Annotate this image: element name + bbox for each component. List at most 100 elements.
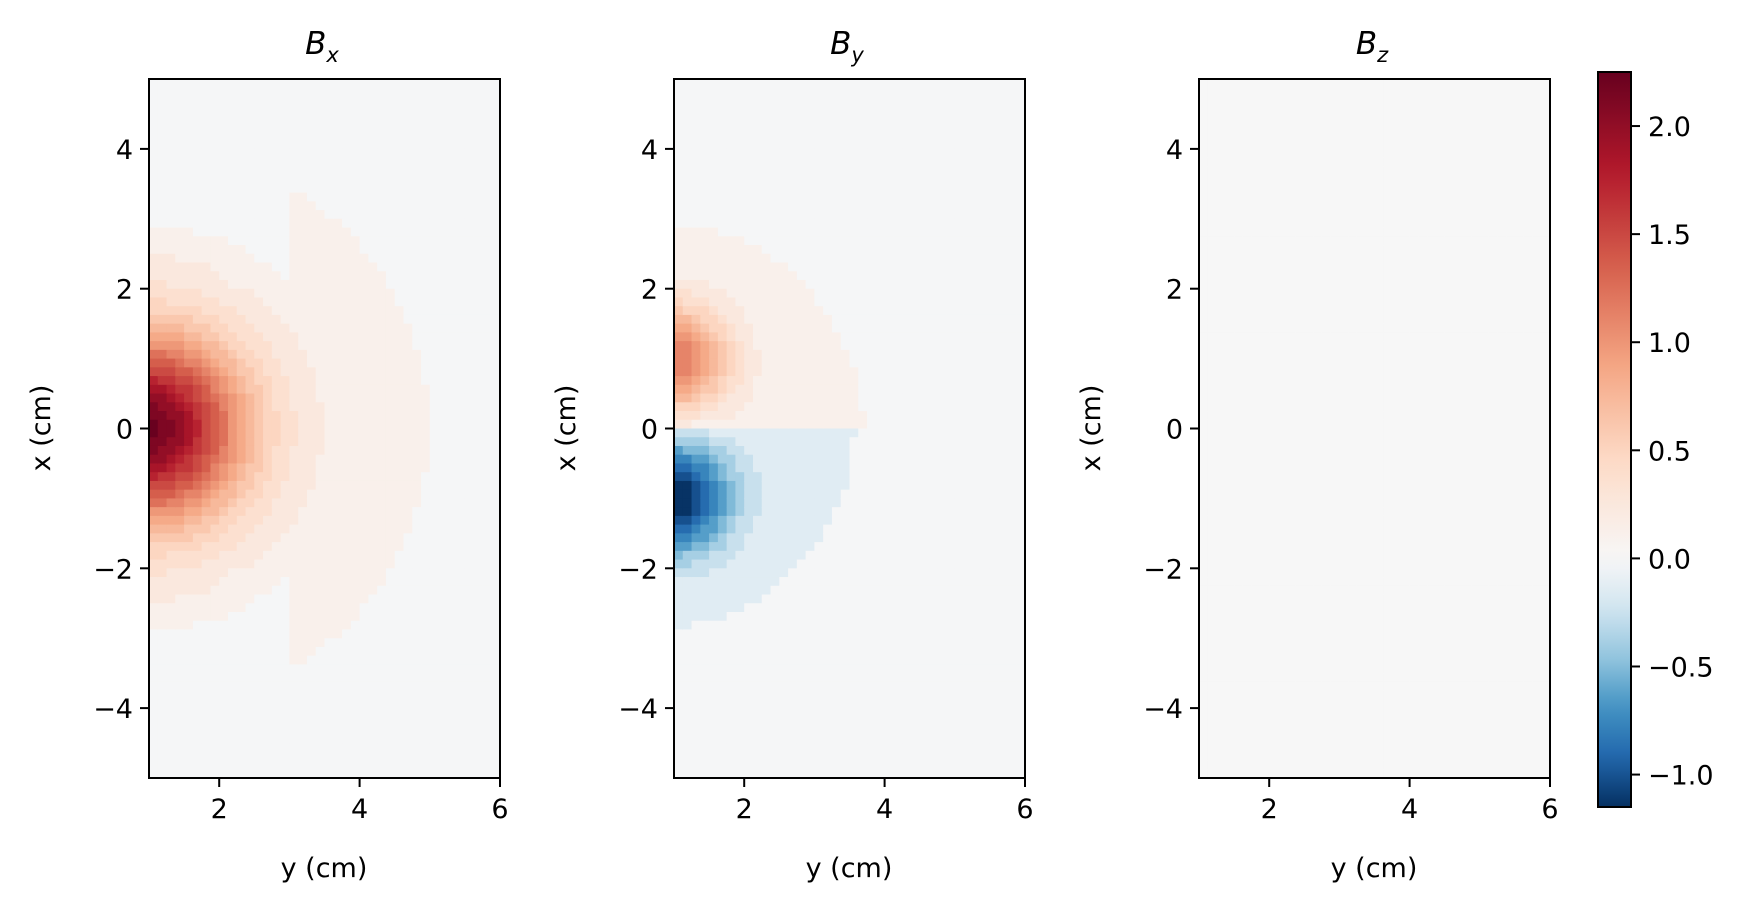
contour-cell	[263, 279, 273, 290]
contour-cell	[858, 227, 868, 237]
contour-cell	[840, 419, 851, 430]
contour-cell	[368, 166, 378, 176]
contour-cell	[377, 507, 387, 517]
contour-cell	[823, 708, 833, 718]
contour-cell	[394, 183, 405, 194]
contour-cell	[464, 201, 475, 211]
contour-cell	[735, 236, 745, 246]
contour-cell	[744, 236, 754, 246]
contour-cell	[779, 227, 789, 237]
contour-cell	[210, 323, 220, 333]
contour-cell	[735, 376, 745, 386]
contour-cell	[377, 183, 387, 194]
contour-cell	[429, 253, 440, 264]
contour-cell	[840, 384, 851, 395]
contour-cell	[359, 594, 369, 604]
contour-cell	[149, 655, 159, 666]
contour-cell	[726, 122, 737, 133]
contour-cell	[491, 367, 501, 377]
contour-cell	[149, 332, 159, 342]
contour-cell	[412, 664, 422, 674]
contour-cell	[166, 655, 176, 666]
contour-cell	[438, 480, 448, 491]
contour-cell	[482, 87, 492, 98]
contour-cell	[858, 332, 868, 342]
contour-cell	[192, 96, 203, 106]
contour-cell	[814, 105, 824, 115]
contour-cell	[867, 87, 877, 98]
contour-cell	[271, 122, 282, 133]
contour-cell	[717, 611, 728, 622]
contour-cell	[726, 227, 737, 237]
contour-cell	[219, 87, 229, 98]
contour-cell	[368, 402, 378, 412]
contour-cell	[333, 227, 343, 237]
contour-cell	[717, 349, 728, 360]
contour-cell	[166, 218, 176, 229]
contour-cell	[315, 489, 326, 499]
contour-cell	[201, 218, 212, 229]
y-tick-label: 4	[116, 135, 133, 166]
contour-cell	[219, 734, 229, 744]
contour-cell	[752, 367, 763, 377]
contour-cell	[700, 437, 710, 447]
contour-cell	[438, 166, 448, 176]
contour-cell	[761, 166, 772, 176]
contour-cell	[324, 454, 334, 465]
contour-cell	[796, 245, 807, 255]
contour-cell	[858, 542, 868, 552]
contour-cell	[735, 646, 745, 657]
contour-cell	[412, 585, 422, 596]
contour-cell	[473, 245, 484, 255]
contour-cell	[761, 367, 772, 377]
contour-cell	[236, 699, 247, 709]
contour-cell	[700, 472, 710, 482]
contour-cell	[333, 559, 343, 569]
contour-cell	[289, 288, 299, 299]
contour-cell	[289, 236, 299, 246]
contour-cell	[245, 445, 255, 456]
contour-cell	[788, 472, 798, 482]
contour-cell	[157, 463, 168, 473]
contour-cell	[744, 690, 754, 700]
contour-cell	[210, 113, 220, 124]
contour-cell	[796, 96, 807, 106]
contour-cell	[456, 341, 466, 351]
contour-cell	[394, 507, 405, 517]
contour-cell	[464, 349, 475, 360]
contour-cell	[377, 148, 387, 159]
contour-cell	[368, 594, 378, 604]
contour-cell	[201, 620, 212, 631]
contour-cell	[166, 288, 176, 299]
contour-cell	[254, 87, 264, 98]
contour-cell	[368, 454, 378, 465]
contour-cell	[412, 550, 422, 561]
contour-cell	[306, 445, 317, 456]
contour-cell	[814, 699, 824, 709]
contour-cell	[227, 463, 238, 473]
contour-cell	[456, 175, 466, 185]
contour-cell	[245, 96, 255, 106]
contour-cell	[491, 175, 501, 185]
contour-cell	[849, 620, 859, 631]
contour-cell	[201, 708, 212, 718]
contour-cell	[770, 288, 780, 299]
contour-cell	[166, 725, 176, 735]
contour-cell	[717, 699, 728, 709]
contour-cell	[149, 437, 159, 447]
contour-cell	[403, 306, 413, 316]
contour-cell	[761, 594, 772, 604]
contour-cell	[805, 122, 816, 133]
contour-cell	[744, 699, 754, 709]
contour-cell	[438, 122, 448, 133]
contour-cell	[700, 681, 710, 692]
contour-cell	[456, 122, 466, 133]
contour-cell	[175, 192, 185, 202]
contour-cell	[412, 79, 422, 89]
contour-cell	[717, 550, 728, 561]
contour-cell	[779, 157, 789, 167]
contour-cell	[385, 79, 396, 89]
contour-cell	[403, 411, 413, 421]
contour-cell	[359, 218, 369, 229]
